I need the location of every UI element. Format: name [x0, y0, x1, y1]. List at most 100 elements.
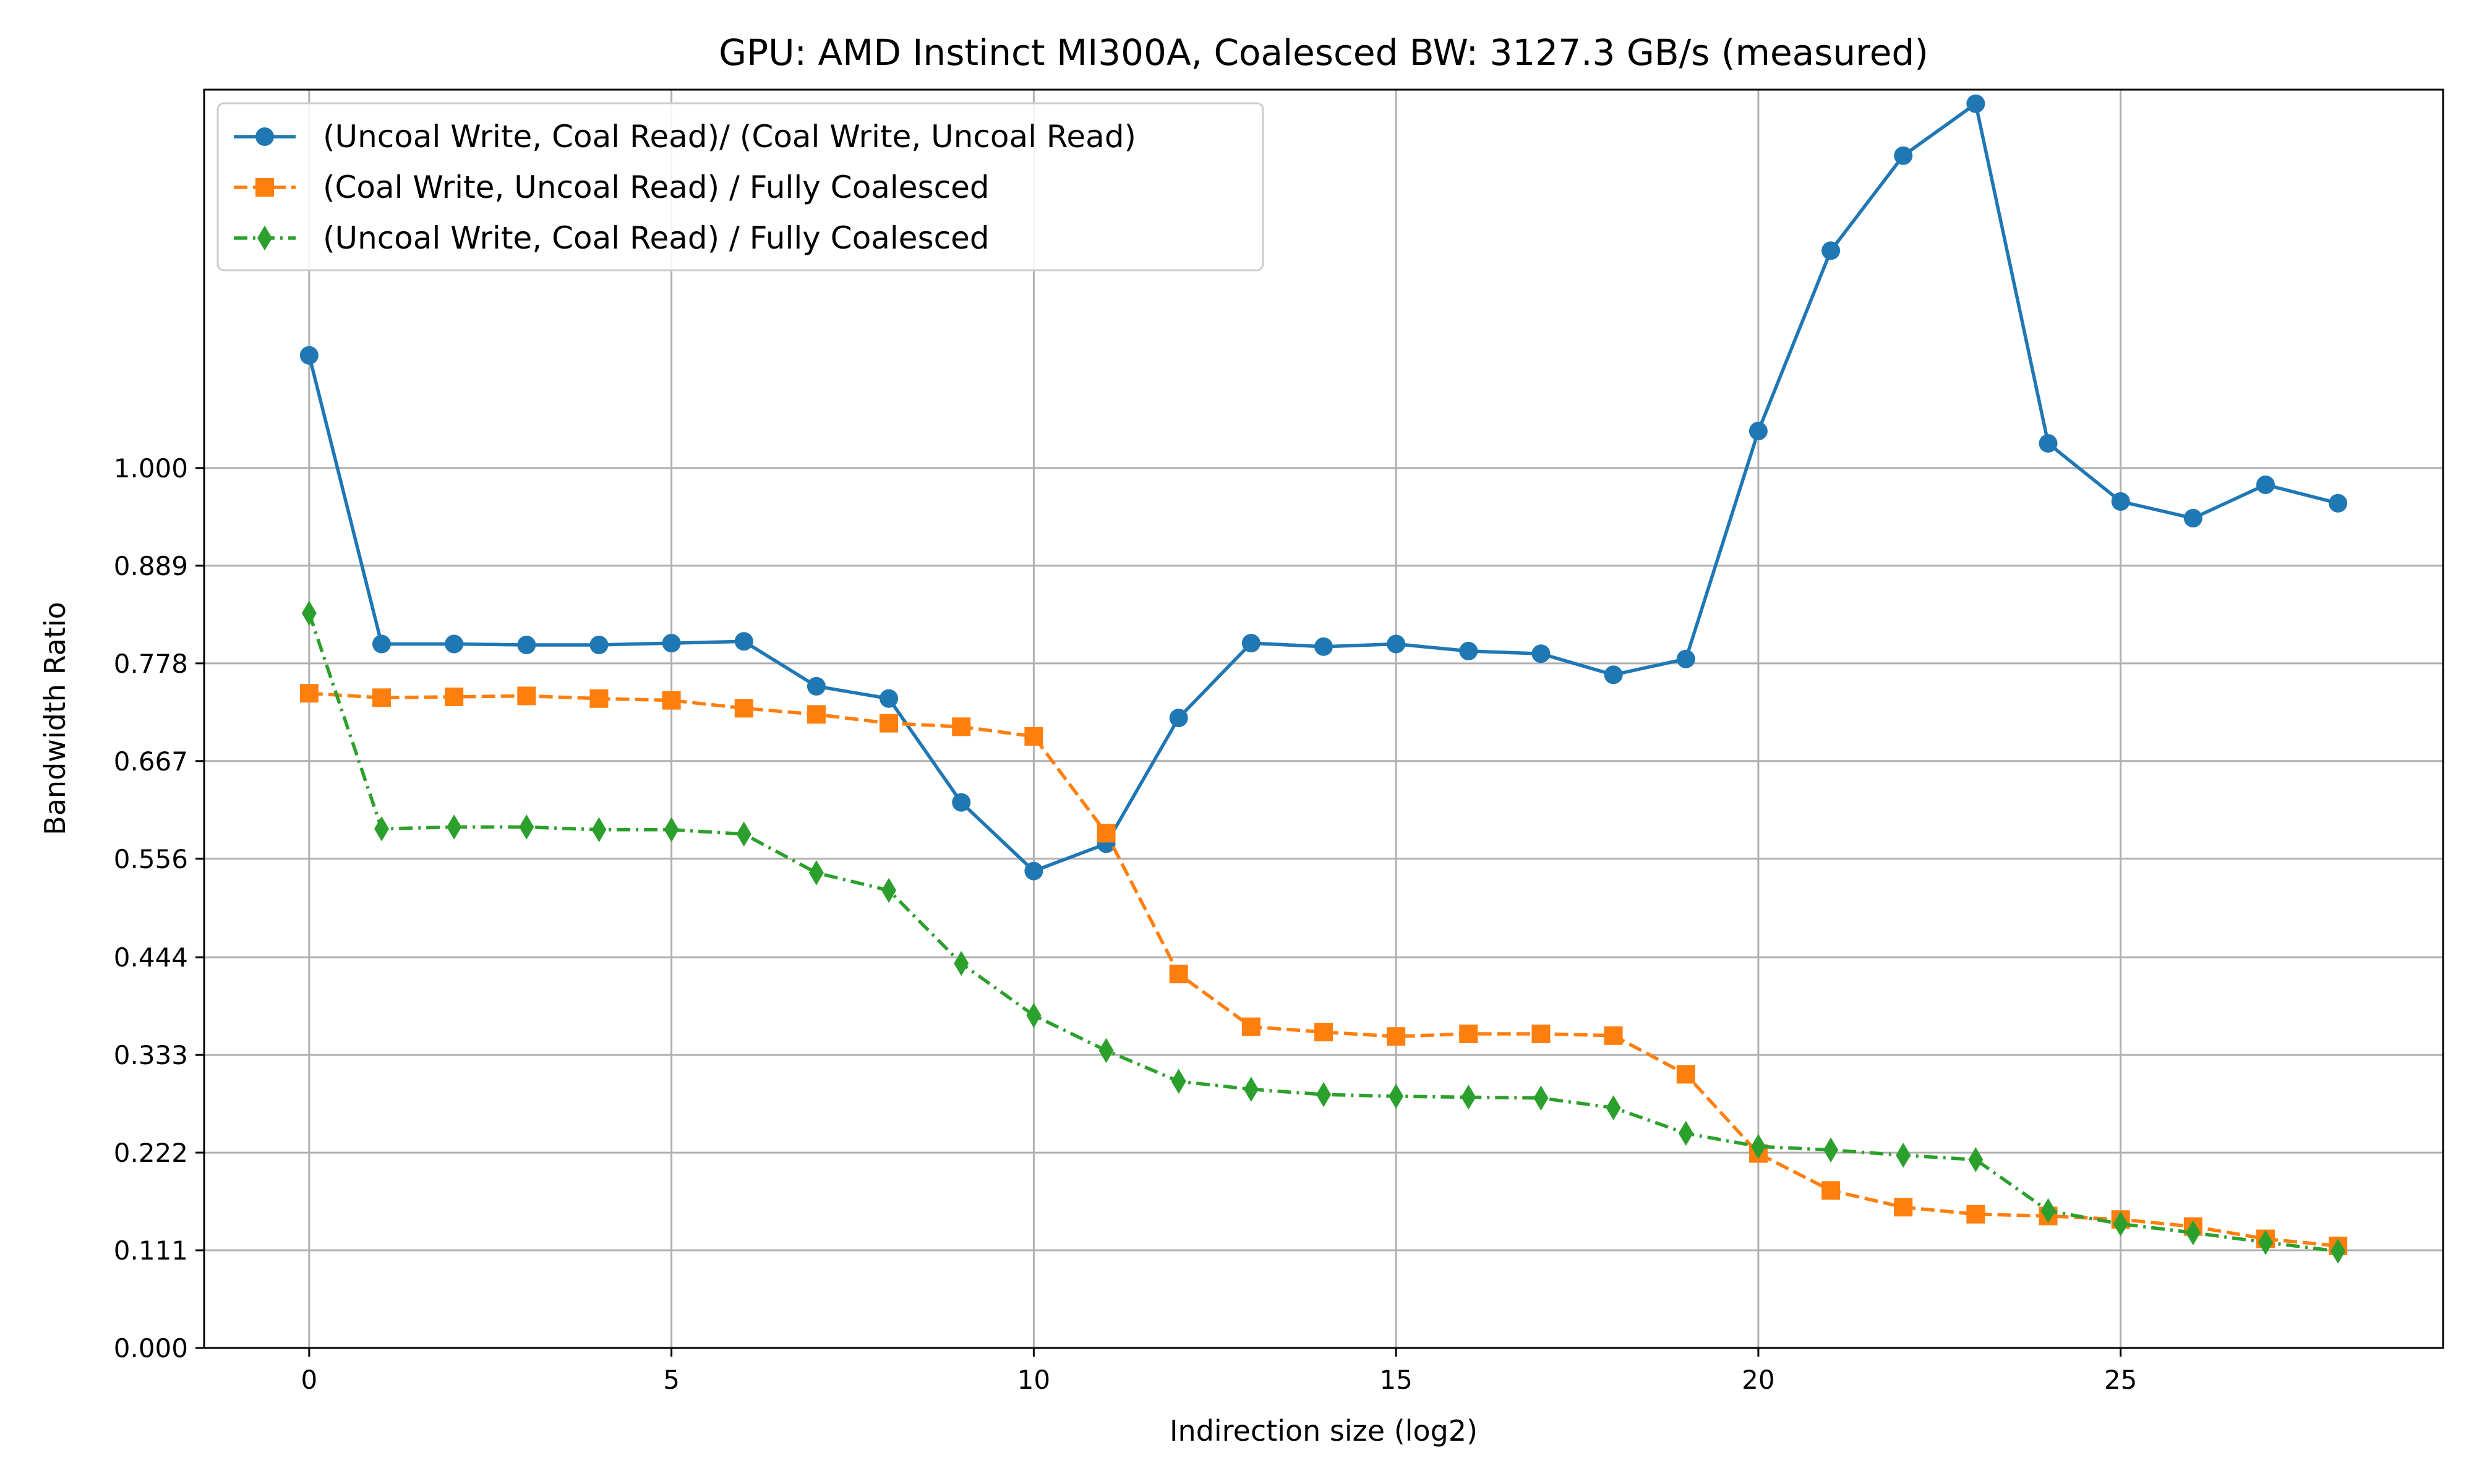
data-point — [1314, 1023, 1333, 1042]
data-point — [1678, 1120, 1693, 1146]
legend-marker-1 — [255, 127, 274, 146]
data-point — [881, 877, 897, 903]
data-point — [1097, 824, 1116, 843]
data-point — [1024, 861, 1043, 881]
data-point — [1314, 637, 1333, 656]
data-point — [807, 676, 826, 696]
legend: (Uncoal Write, Coal Read)/ (Coal Write, … — [216, 102, 1264, 271]
data-point — [1606, 1095, 1621, 1120]
data-point — [1387, 1027, 1406, 1046]
data-point — [2040, 1198, 2056, 1224]
data-point — [299, 684, 319, 703]
y-tick-label: 0.111 — [114, 1235, 188, 1266]
plot-frame — [203, 88, 2444, 1349]
chart-title: GPU: AMD Instinct MI300A, Coalesced BW: … — [719, 32, 1928, 74]
data-point — [517, 635, 536, 654]
y-tick-label: 0.444 — [114, 942, 188, 973]
y-tick-label: 1.000 — [114, 453, 188, 484]
data-point — [1966, 1205, 1985, 1224]
x-tick-label: 5 — [663, 1365, 680, 1395]
data-point — [2039, 434, 2058, 453]
data-point — [1821, 1181, 1841, 1200]
data-point — [2329, 493, 2348, 513]
data-point — [374, 816, 390, 842]
data-point — [447, 814, 462, 840]
data-point — [1676, 1065, 1695, 1084]
data-point — [1169, 709, 1188, 728]
data-point — [1243, 1077, 1259, 1102]
data-point — [662, 691, 681, 710]
data-point — [589, 635, 609, 654]
y-tick-label: 0.222 — [114, 1138, 188, 1168]
data-point — [1389, 1083, 1404, 1109]
data-point — [1750, 1133, 1766, 1159]
legend-marker-3 — [257, 225, 272, 251]
data-point — [1026, 1002, 1042, 1028]
data-point — [1894, 1198, 1913, 1217]
data-point — [1461, 1085, 1476, 1110]
data-point — [1459, 641, 1478, 660]
data-point — [1241, 634, 1261, 653]
legend-label-1: (Uncoal Write, Coal Read)/ (Coal Write, … — [323, 119, 1136, 155]
data-point — [589, 689, 609, 708]
data-point — [2256, 475, 2275, 494]
series-3 — [301, 600, 2346, 1264]
data-point — [1531, 1024, 1551, 1043]
data-point — [880, 689, 899, 708]
x-axis-label: Indirection size (log2) — [1170, 1414, 1478, 1448]
series-3-line — [307, 612, 2339, 1253]
data-point — [1748, 422, 1768, 441]
data-point — [664, 817, 679, 843]
y-tick-label: 0.778 — [114, 649, 188, 679]
x-tick-label: 0 — [301, 1365, 318, 1395]
y-axis-label: Bandwidth Ratio — [38, 602, 72, 835]
data-point — [952, 717, 971, 736]
data-point — [734, 632, 753, 651]
data-point — [2111, 492, 2130, 511]
data-point — [1171, 1068, 1186, 1094]
data-point — [1024, 727, 1043, 746]
legend-box — [216, 102, 1264, 271]
data-point — [880, 714, 899, 733]
data-point — [1241, 1017, 1261, 1036]
data-point — [517, 686, 536, 706]
data-point — [954, 950, 969, 976]
data-point — [1676, 649, 1695, 668]
y-tick-label: 0.889 — [114, 551, 188, 581]
y-tick-label: 0.667 — [114, 746, 188, 777]
data-point — [808, 860, 824, 885]
data-point — [372, 688, 392, 707]
y-tick-label: 0.000 — [114, 1333, 188, 1363]
data-point — [1604, 1026, 1623, 1045]
data-point — [445, 687, 464, 706]
data-point — [1531, 644, 1551, 663]
data-point — [807, 705, 826, 724]
data-point — [591, 817, 607, 843]
data-point — [2185, 1220, 2201, 1245]
data-point — [736, 821, 751, 847]
data-point — [1896, 1143, 1911, 1168]
data-point — [2331, 1239, 2346, 1264]
data-point — [1169, 965, 1188, 984]
x-tick-label: 25 — [2104, 1365, 2137, 1395]
data-point — [662, 634, 681, 653]
data-point — [372, 634, 392, 654]
data-point — [1098, 1038, 1114, 1064]
data-point — [952, 793, 971, 812]
data-point — [1387, 634, 1406, 654]
data-point — [1966, 94, 1985, 113]
data-point — [1533, 1085, 1549, 1111]
series-2-line — [309, 691, 2339, 1248]
data-point — [299, 346, 319, 365]
data-point — [2183, 509, 2202, 528]
data-point — [2113, 1211, 2128, 1237]
series-group — [299, 94, 2348, 1264]
legend-label-2: (Coal Write, Uncoal Read) / Fully Coales… — [323, 169, 990, 205]
data-point — [1604, 665, 1623, 684]
data-point — [1459, 1024, 1478, 1043]
data-point — [519, 814, 534, 840]
data-point — [1968, 1147, 1984, 1172]
axis-ticks: 0 5 10 15 20 25 0.000 0.111 0.222 0.333 0.444 0.556… — [114, 453, 2138, 1395]
data-point — [734, 699, 753, 718]
y-tick-label: 0.556 — [114, 844, 188, 874]
